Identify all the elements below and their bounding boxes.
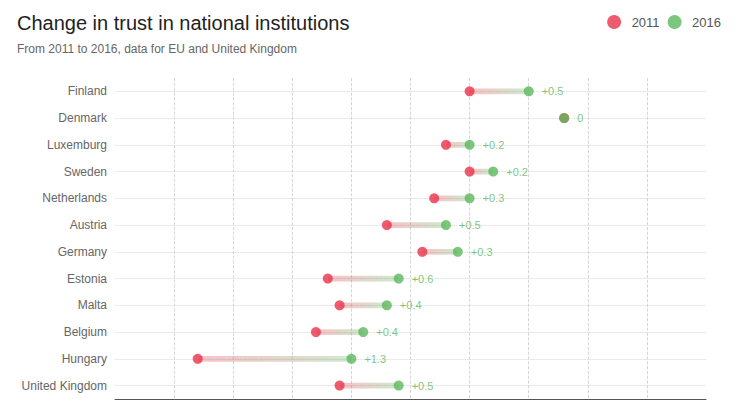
svg-text:Sweden: Sweden [64,165,107,179]
svg-text:0: 0 [577,112,583,124]
svg-text:+0.2: +0.2 [506,166,528,178]
svg-text:Netherlands: Netherlands [42,191,107,205]
svg-text:Malta: Malta [78,298,108,312]
svg-text:+0.3: +0.3 [483,192,505,204]
svg-text:+0.5: +0.5 [459,219,481,231]
svg-text:2016: 2016 [692,15,721,30]
svg-text:2011: 2011 [632,15,660,30]
svg-text:Estonia: Estonia [67,272,107,286]
svg-text:Denmark: Denmark [58,111,108,125]
svg-text:+0.5: +0.5 [412,380,434,392]
svg-text:+0.3: +0.3 [471,246,493,258]
svg-text:Germany: Germany [58,245,107,259]
svg-text:+0.2: +0.2 [483,139,505,151]
svg-text:Change in trust in national in: Change in trust in national institutions [17,12,349,34]
svg-text:From 2011 to 2016, data for EU: From 2011 to 2016, data for EU and Unite… [17,42,297,56]
svg-text:United Kingdom: United Kingdom [22,379,107,393]
svg-text:+0.5: +0.5 [542,85,564,97]
svg-text:+0.4: +0.4 [376,326,398,338]
svg-text:Austria: Austria [70,218,108,232]
svg-text:Finland: Finland [68,84,107,98]
svg-text:Luxemburg: Luxemburg [47,138,107,152]
svg-text:+1.3: +1.3 [364,353,386,365]
svg-text:Hungary: Hungary [62,352,107,366]
svg-text:+0.6: +0.6 [412,273,434,285]
svg-text:+0.4: +0.4 [400,299,422,311]
svg-text:Belgium: Belgium [64,325,107,339]
